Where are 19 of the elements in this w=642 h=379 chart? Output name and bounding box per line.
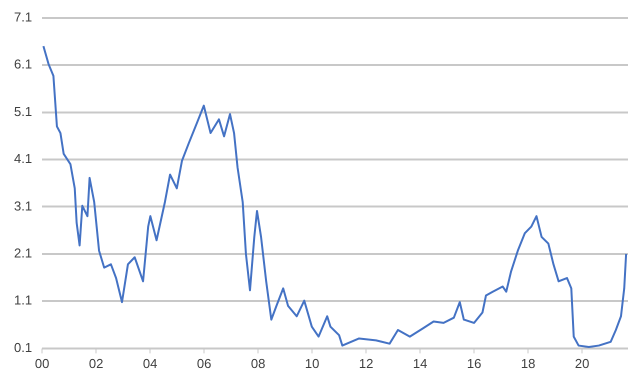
x-tick-label: 02 [88,356,104,371]
x-tick-label: 12 [358,356,374,371]
y-tick-label: 4.1 [14,151,32,166]
x-tick-label: 10 [304,356,320,371]
y-tick-label: 7.1 [14,9,32,24]
x-tick-label: 16 [466,356,482,371]
x-tick-label: 18 [520,356,536,371]
y-tick-label: 2.1 [14,246,32,261]
y-tick-label: 0.1 [14,340,32,355]
y-tick-label: 3.1 [14,198,32,214]
x-tick-label: 20 [574,356,590,371]
y-tick-label: 5.1 [14,104,32,119]
y-tick-label: 6.1 [14,56,32,72]
x-tick-label: 14 [412,356,428,371]
x-tick-label: 08 [250,356,266,371]
y-tick-label: 1.1 [14,292,32,308]
x-tick-label: 04 [142,356,158,371]
x-tick-label: 06 [196,356,212,371]
x-tick-label: 00 [34,356,50,371]
